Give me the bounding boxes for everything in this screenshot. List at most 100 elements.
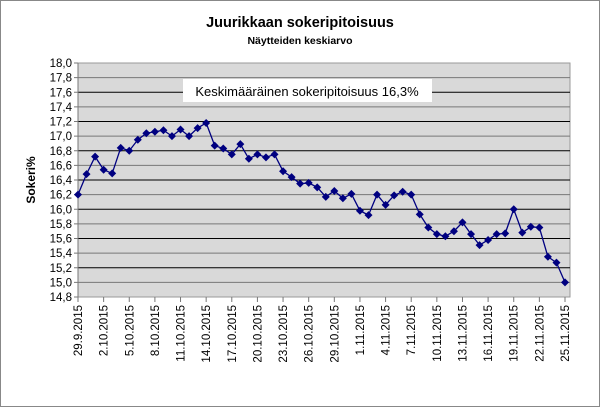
y-axis-label: Sokeri% bbox=[24, 156, 38, 204]
data-point bbox=[321, 192, 330, 201]
data-point bbox=[449, 227, 458, 236]
y-tick-label: 15,6 bbox=[50, 234, 72, 246]
y-tick-label: 18,0 bbox=[50, 58, 72, 70]
data-point bbox=[338, 194, 347, 203]
x-tick-label: 11.10.2015 bbox=[176, 305, 188, 362]
data-point bbox=[193, 124, 202, 133]
data-point bbox=[347, 189, 356, 198]
y-tick-label: 17,4 bbox=[50, 102, 73, 114]
x-tick-label: 1.11.2015 bbox=[355, 305, 367, 355]
data-point bbox=[296, 179, 305, 188]
x-tick-label: 8.10.2015 bbox=[150, 305, 162, 356]
y-tick-label: 15,8 bbox=[50, 219, 72, 231]
data-point bbox=[236, 140, 245, 149]
y-tick-label: 14,8 bbox=[50, 292, 72, 304]
data-point bbox=[390, 191, 399, 200]
x-tick-label: 29.10.2015 bbox=[329, 305, 341, 363]
series-line bbox=[77, 122, 566, 283]
annotation-text: Keskimääräinen sokeripitoisuus 16,3% bbox=[195, 84, 419, 99]
data-point bbox=[176, 125, 185, 134]
data-point bbox=[244, 154, 253, 163]
x-tick-label: 13.11.2015 bbox=[457, 305, 469, 362]
data-point bbox=[125, 146, 134, 155]
y-tick-label: 17,0 bbox=[50, 131, 72, 143]
chart-title: Juurikkaan sokeripitoisuus bbox=[206, 15, 394, 31]
y-tick-label: 17,8 bbox=[50, 73, 72, 85]
x-tick-label: 7.11.2015 bbox=[406, 305, 418, 355]
data-point bbox=[108, 169, 117, 178]
data-point bbox=[561, 278, 569, 287]
y-tick-label: 17,6 bbox=[50, 87, 72, 99]
data-point bbox=[227, 150, 236, 159]
x-tick-label: 17.10.2015 bbox=[227, 305, 239, 363]
data-point bbox=[424, 223, 433, 232]
chart-subtitle: Näytteiden keskiarvo bbox=[247, 35, 352, 47]
data-point bbox=[219, 144, 228, 153]
data-point bbox=[74, 190, 82, 199]
y-tick-label: 16,4 bbox=[50, 175, 73, 187]
data-point bbox=[202, 118, 211, 127]
data-point bbox=[167, 132, 176, 141]
y-tick-label: 15,4 bbox=[50, 248, 73, 260]
data-point bbox=[304, 178, 313, 187]
data-point bbox=[552, 258, 561, 267]
data-point bbox=[159, 126, 168, 135]
data-point bbox=[398, 187, 407, 196]
data-point bbox=[475, 241, 484, 250]
x-tick-label: 16.11.2015 bbox=[483, 305, 495, 362]
y-tick-label: 15,0 bbox=[50, 277, 72, 289]
data-point bbox=[355, 206, 364, 215]
y-tick-label: 16,0 bbox=[50, 204, 72, 216]
data-point bbox=[535, 223, 544, 232]
data-point bbox=[509, 205, 518, 214]
data-point bbox=[432, 230, 441, 239]
y-tick-label: 16,8 bbox=[50, 146, 72, 158]
data-point bbox=[185, 132, 194, 141]
data-point bbox=[142, 129, 151, 138]
data-point bbox=[415, 210, 424, 219]
x-tick-label: 5.10.2015 bbox=[124, 305, 136, 356]
data-point bbox=[543, 252, 552, 261]
x-tick-label: 25.11.2015 bbox=[560, 305, 572, 362]
x-tick-label: 22.11.2015 bbox=[534, 305, 546, 362]
x-tick-label: 26.10.2015 bbox=[304, 305, 316, 363]
x-tick-label: 2.10.2015 bbox=[99, 305, 111, 356]
data-point bbox=[261, 153, 270, 162]
y-tick-label: 15,2 bbox=[50, 263, 72, 275]
data-point bbox=[381, 200, 390, 209]
data-point bbox=[501, 229, 510, 238]
data-point bbox=[373, 190, 382, 199]
data-point bbox=[133, 135, 142, 144]
data-point bbox=[330, 186, 339, 195]
data-point bbox=[91, 152, 100, 161]
data-point bbox=[518, 228, 527, 237]
data-point bbox=[270, 150, 279, 159]
data-point bbox=[467, 230, 476, 239]
data-point bbox=[364, 211, 373, 220]
x-tick-label: 4.11.2015 bbox=[381, 305, 393, 355]
data-point bbox=[441, 232, 450, 241]
y-tick-label: 16,6 bbox=[50, 160, 72, 172]
data-point bbox=[492, 230, 501, 239]
data-point bbox=[150, 127, 159, 136]
data-point bbox=[313, 183, 322, 192]
data-point bbox=[526, 222, 535, 231]
x-tick-label: 29.9.2015 bbox=[73, 305, 85, 356]
data-point bbox=[82, 170, 91, 179]
annotation-box bbox=[183, 79, 432, 102]
x-tick-label: 10.11.2015 bbox=[432, 305, 444, 362]
y-tick-label: 16,2 bbox=[50, 190, 72, 202]
data-point bbox=[99, 165, 108, 174]
x-tick-label: 14.10.2015 bbox=[201, 305, 213, 363]
data-point bbox=[458, 218, 467, 227]
data-point bbox=[484, 235, 493, 244]
data-point bbox=[210, 141, 219, 150]
data-point bbox=[407, 190, 416, 199]
data-point bbox=[287, 173, 296, 182]
data-point bbox=[279, 167, 288, 176]
x-tick-label: 19.11.2015 bbox=[509, 305, 521, 362]
data-point bbox=[116, 143, 125, 152]
data-point bbox=[253, 150, 262, 159]
